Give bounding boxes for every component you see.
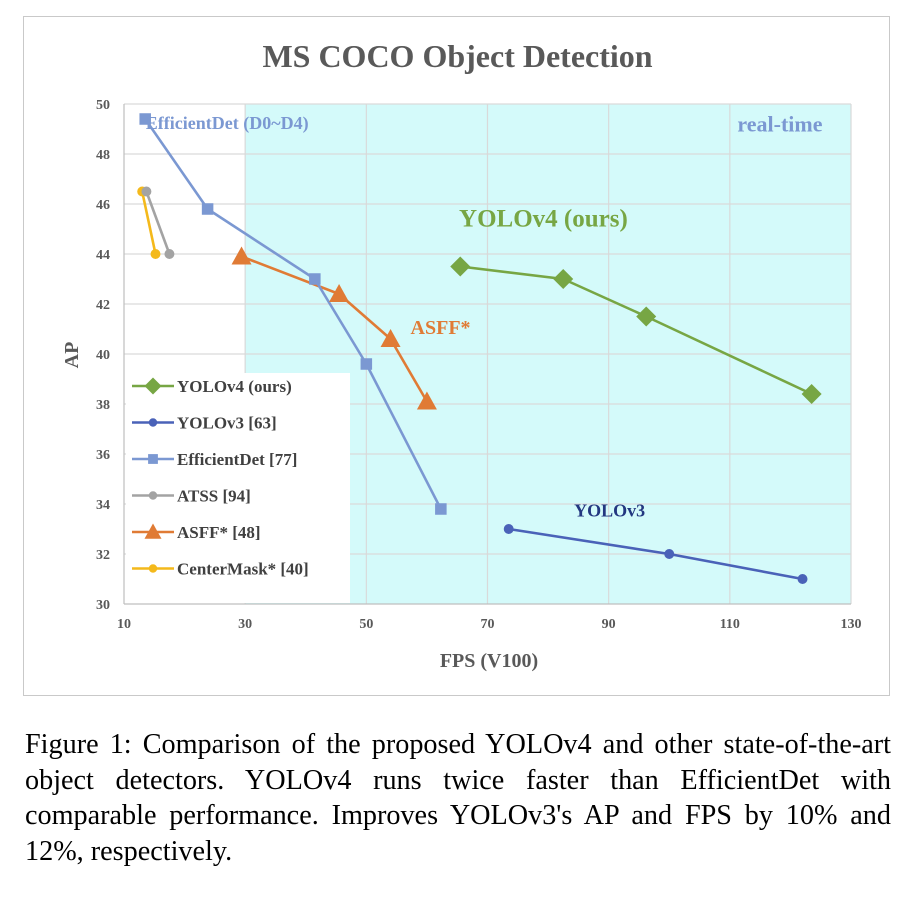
legend-marker-yolov3-63: [148, 418, 158, 427]
point-yolov3-63-1: [664, 549, 675, 559]
legend-label-efficientdet-77: EfficientDet [77]: [177, 450, 297, 469]
y-tick-label-42: 42: [96, 298, 110, 313]
y-axis-label: AP: [61, 342, 83, 369]
series-markers: [137, 113, 822, 584]
legend-box: [126, 373, 350, 603]
point-asff-48-1: [329, 284, 350, 302]
y-tick-label-36: 36: [96, 448, 110, 463]
legend-label-centermask-40: CenterMask* [40]: [177, 560, 309, 579]
point-efficientdet-77-0: [139, 113, 151, 125]
point-efficientdet-77-3: [360, 358, 373, 370]
x-axis-label: FPS (V100): [440, 650, 538, 672]
x-tick-label-10: 10: [117, 617, 131, 632]
series-line-asff-48: [241, 255, 429, 403]
y-tick-label-50: 50: [96, 98, 110, 113]
x-tick-label-130: 130: [841, 617, 862, 632]
annotation-yolov4-ours: YOLOv4 (ours): [459, 206, 628, 233]
chart-svg: EfficientDet (D0~D4) real-time YOLOv4 (our…: [61, 38, 862, 672]
x-tick-label-90: 90: [602, 617, 616, 632]
x-tick-label-50: 50: [359, 617, 373, 632]
annotation-real-time: real-time: [737, 112, 822, 137]
annotation-efficientdet-d0-d4: EfficientDet (D0~D4): [146, 113, 309, 134]
point-efficientdet-77-2: [309, 273, 321, 285]
point-atss-94-1: [164, 249, 175, 259]
annotation-yolov3: YOLOv3: [574, 501, 645, 521]
legend-marker-atss-94: [148, 491, 158, 500]
y-tick-label-40: 40: [96, 348, 110, 363]
point-efficientdet-77-4: [435, 503, 447, 515]
point-centermask-40-1: [150, 249, 161, 259]
point-yolov4-ours-2: [636, 306, 657, 327]
point-asff-48-0: [231, 246, 252, 265]
series-line-centermask-40: [140, 191, 157, 255]
point-yolov3-63-0: [503, 524, 514, 534]
series-line-yolov4-ours: [460, 265, 813, 396]
point-yolov4-ours-0: [450, 256, 471, 277]
legend: YOLOv4 (ours) YOLOv3 [63] EfficientDet [77…: [132, 377, 309, 579]
legend-label-asff-48: ASFF* [48]: [177, 523, 261, 542]
point-atss-94-0: [141, 186, 152, 197]
y-tick-label-48: 48: [96, 148, 110, 163]
series-line-atss-94: [145, 191, 171, 255]
axes: 10 30 50 70 90 110 130 30 32 34 36 38 40 42 44 46 48 50: [96, 98, 862, 632]
legend-marker-yolov4-ours: [144, 377, 162, 395]
x-tick-label-70: 70: [481, 617, 495, 632]
figure-caption: Figure 1: Comparison of the proposed YOL…: [25, 729, 891, 867]
y-tick-label-32: 32: [96, 548, 110, 563]
y-tick-label-34: 34: [96, 498, 110, 513]
legend-marker-centermask-40: [148, 564, 158, 573]
point-yolov3-63-2: [797, 574, 808, 584]
annotation-asff: ASFF*: [411, 317, 471, 339]
point-efficientdet-77-1: [201, 203, 214, 215]
legend-label-atss-94: ATSS [94]: [177, 487, 251, 506]
y-tick-label-38: 38: [96, 398, 110, 413]
annotations: EfficientDet (D0~D4) real-time YOLOv4 (our…: [146, 112, 823, 521]
point-yolov4-ours-3: [801, 384, 822, 404]
x-tick-label-110: 110: [720, 617, 740, 632]
legend-marker-asff-48: [144, 523, 162, 539]
point-asff-48-3: [416, 391, 437, 410]
chart-title: MS COCO Object Detection: [262, 38, 652, 74]
y-tick-label-44: 44: [96, 248, 110, 263]
point-asff-48-2: [380, 329, 401, 347]
legend-label-yolov3-63: YOLOv3 [63]: [177, 414, 277, 433]
y-tick-label-46: 46: [96, 198, 110, 213]
legend-marker-efficientdet-77: [148, 454, 158, 464]
legend-label-yolov4-ours: YOLOv4 (ours): [177, 377, 292, 396]
chart-figure: EfficientDet (D0~D4) real-time YOLOv4 (our…: [23, 16, 890, 696]
x-tick-label-30: 30: [238, 617, 252, 632]
point-yolov4-ours-1: [553, 269, 574, 289]
y-tick-label-30: 30: [96, 598, 110, 613]
